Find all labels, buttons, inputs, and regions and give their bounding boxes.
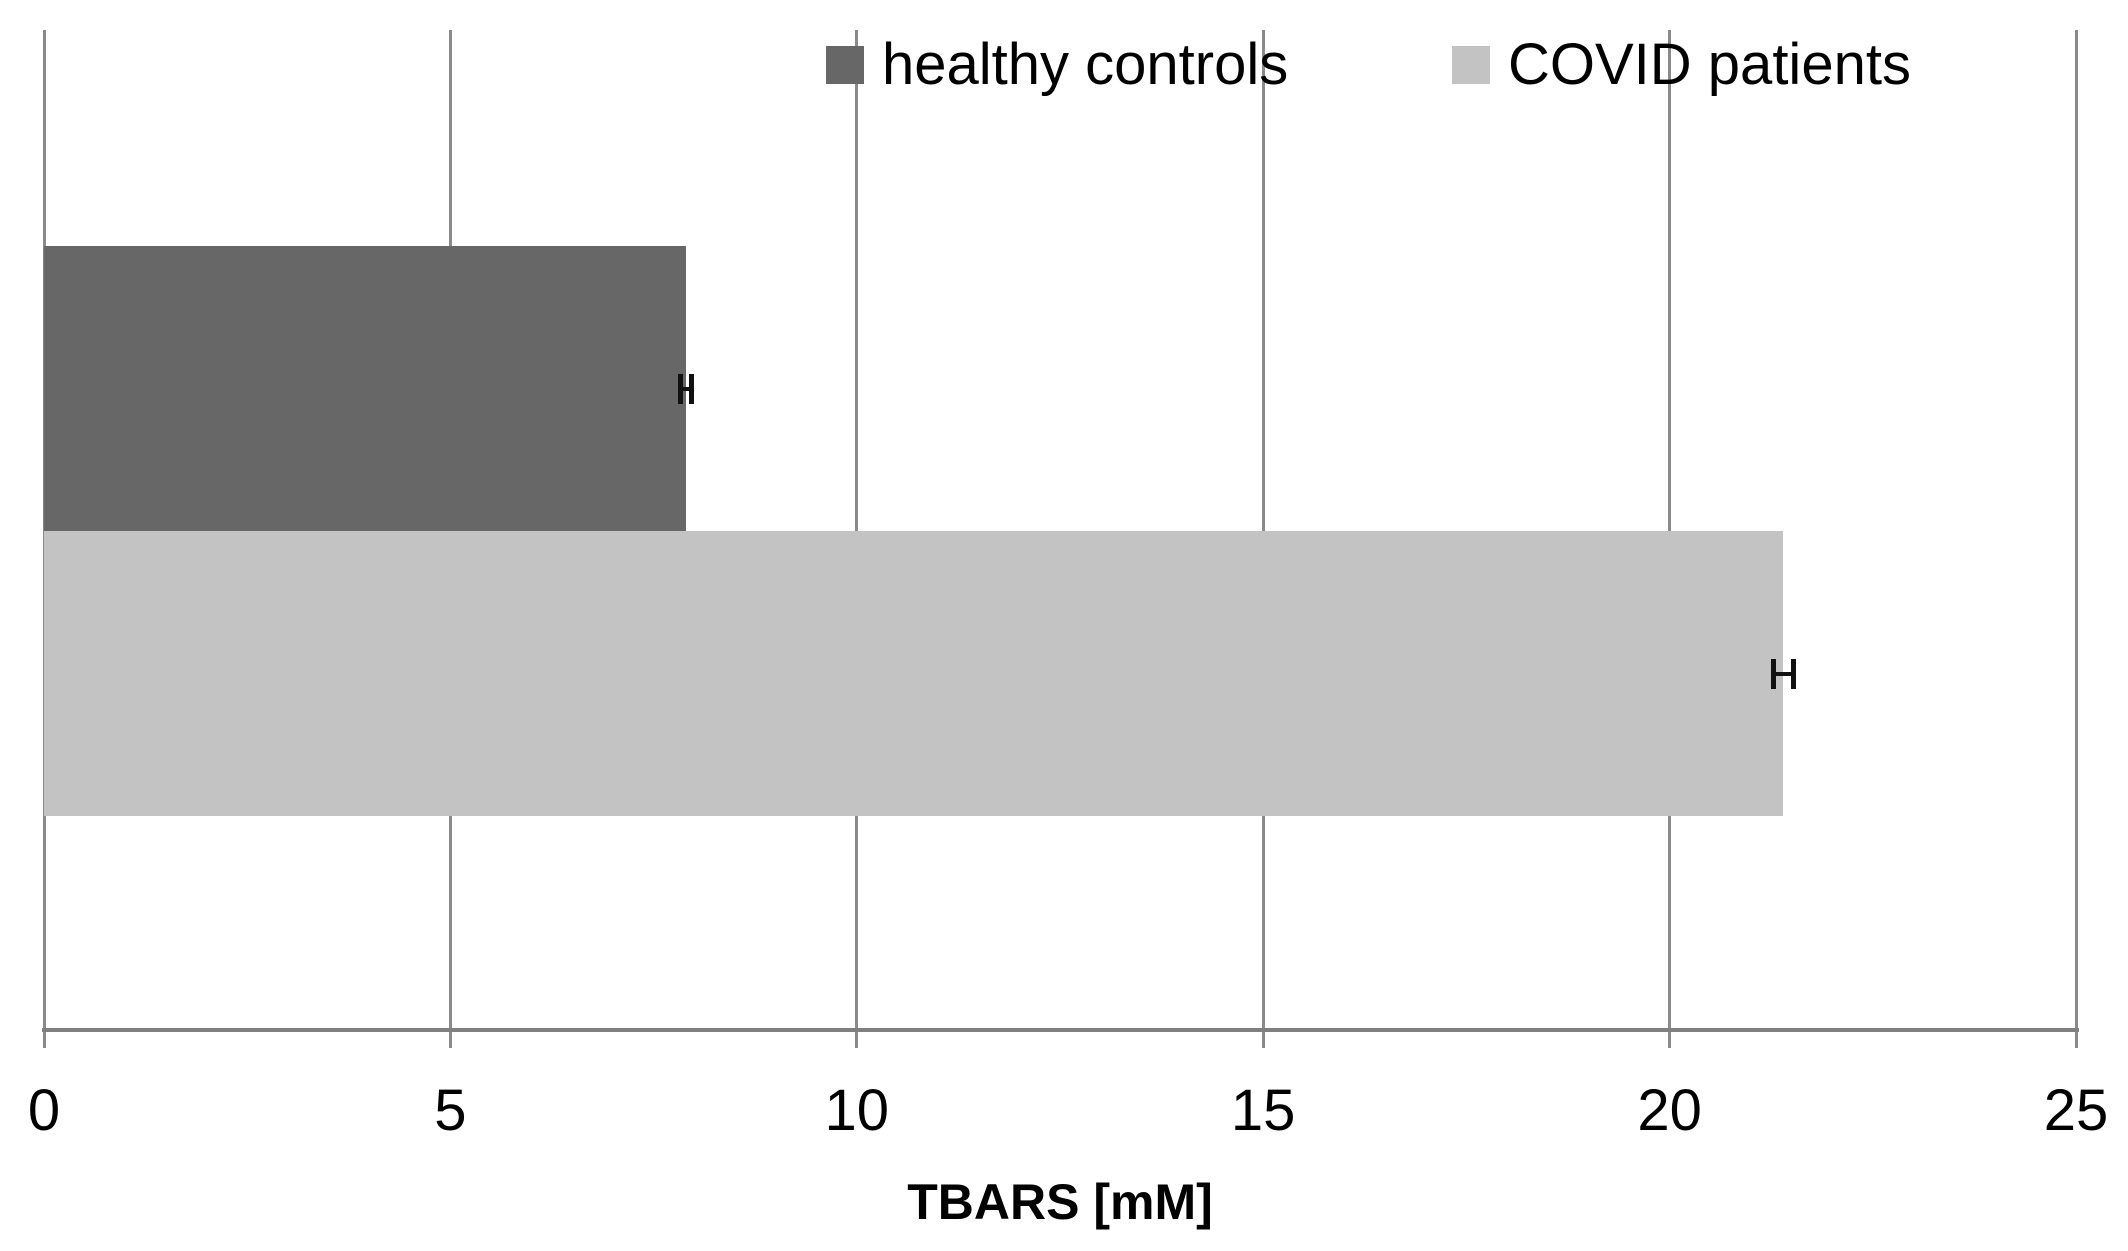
error-bar-covid-patients — [1771, 658, 1796, 689]
x-tick-label: 10 — [824, 1078, 890, 1143]
error-bar-line — [682, 386, 690, 391]
x-axis-line — [42, 1028, 2079, 1032]
bar-covid-patients — [44, 531, 1784, 816]
legend-swatch-healthy-controls — [826, 46, 864, 84]
x-tick-label: 5 — [434, 1078, 467, 1143]
x-tick-label: 15 — [1230, 1078, 1296, 1143]
legend-label-healthy-controls: healthy controls — [882, 32, 1289, 97]
x-tick-label: 0 — [27, 1078, 61, 1143]
gridline — [2074, 30, 2078, 1048]
error-bar-healthy-controls — [677, 373, 695, 404]
legend-item-healthy-controls: healthy controls — [826, 32, 1288, 98]
x-tick-label: 20 — [1637, 1078, 1702, 1143]
legend-label-covid-patients: COVID patients — [1508, 32, 1911, 97]
x-axis-title: TBARS [mM] — [907, 1174, 1213, 1230]
error-bar-line — [1776, 671, 1791, 676]
legend-swatch-covid-patients — [1452, 46, 1490, 84]
x-tick-label: 25 — [2043, 1078, 2109, 1143]
legend-item-covid-patients: COVID patients — [1452, 32, 1911, 98]
bar-healthy-controls — [44, 246, 687, 531]
